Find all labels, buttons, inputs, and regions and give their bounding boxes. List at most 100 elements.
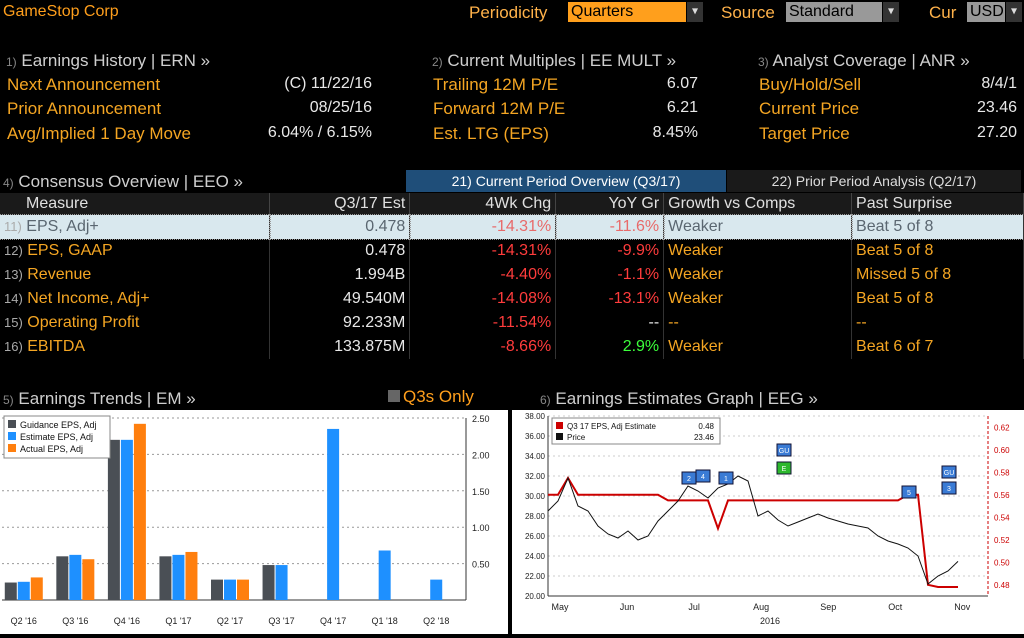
4wk-chg-cell: -8.66% <box>409 335 557 359</box>
event-marker-label: 4 <box>701 474 705 481</box>
consensus-overview-link[interactable]: 4) Consensus Overview | EEO » <box>3 172 243 192</box>
table-row[interactable]: 15) Operating Profit 92.233M -11.54% -- -- -- <box>0 311 1024 335</box>
left-tick-label: 34.00 <box>525 452 546 461</box>
y-tick-label: 2.00 <box>472 450 490 460</box>
event-marker <box>776 443 792 457</box>
periodicity-select[interactable]: Quarters <box>568 2 686 22</box>
event-marker <box>695 469 711 483</box>
trailing-pe-value: 6.07 <box>666 75 698 92</box>
legend-value: 0.48 <box>698 422 714 431</box>
surprise-cell: -- <box>851 311 1024 335</box>
current-multiples-link[interactable]: 2) Current Multiples | EE MULT » <box>432 51 676 71</box>
earnings-history-title: Earnings History | ERN » <box>21 51 211 70</box>
bar <box>56 556 69 600</box>
measure-name: Net Income, Adj+ <box>27 290 150 307</box>
x-tick-label: Jul <box>688 602 700 612</box>
col-estimate[interactable]: Q3/17 Est <box>269 193 411 215</box>
tab-current-period[interactable]: 21) Current Period Overview (Q3/17) <box>406 170 726 192</box>
tab-prior-period[interactable]: 22) Prior Period Analysis (Q2/17) <box>727 170 1021 192</box>
x-tick-label: Sep <box>820 602 836 612</box>
left-tick-label: 20.00 <box>525 592 546 601</box>
analyst-coverage-link[interactable]: 3) Analyst Coverage | ANR » <box>758 51 970 71</box>
source-dropdown-icon[interactable]: ▼ <box>883 2 899 22</box>
table-row[interactable]: 12) EPS, GAAP 0.478 -14.31% -9.9% Weaker Beat… <box>0 239 1024 263</box>
legend-label: Actual EPS, Adj <box>20 444 83 454</box>
table-row[interactable]: 14) Net Income, Adj+ 49.540M -14.08% -13.1%… <box>0 287 1024 311</box>
surprise-cell: Beat 5 of 8 <box>850 214 1024 240</box>
prior-announcement-value: 08/25/16 <box>309 99 372 116</box>
growth-cell: Weaker <box>663 287 853 311</box>
bar <box>4 582 17 600</box>
event-marker-label: E <box>782 466 787 473</box>
measure-cell[interactable]: 16) EBITDA <box>0 335 271 359</box>
earnings-trends-chart: 0.50 1.00 1.50 2.00 2.50 Q2 '16 Q3 '16 Q4 '16 Q1… <box>0 410 508 634</box>
measure-cell[interactable]: 12) EPS, GAAP <box>0 239 271 263</box>
left-tick-label: 22.00 <box>525 572 546 581</box>
measure-cell[interactable]: 11) EPS, Adj+ <box>0 214 271 240</box>
yoy-cell: -13.1% <box>555 287 665 311</box>
top-bar: GameStop Corp Periodicity Quarters ▼ Sou… <box>0 0 1024 26</box>
right-tick-label: 0.58 <box>994 468 1010 477</box>
x-year-label: 2016 <box>760 616 780 626</box>
growth-cell: -- <box>663 311 853 335</box>
currency-dropdown-icon[interactable]: ▼ <box>1006 2 1022 22</box>
event-marker <box>776 461 792 475</box>
x-tick-label: May <box>551 602 569 612</box>
legend-swatch <box>556 433 563 440</box>
bar <box>327 428 340 600</box>
event-marker-label: 1 <box>724 476 728 483</box>
event-marker-label: GU <box>779 448 790 455</box>
table-row[interactable]: 11) EPS, Adj+ 0.478 -14.31% -11.6% Weaker Bea… <box>0 214 1024 240</box>
col-4wk-chg[interactable]: 4Wk Chg <box>409 193 557 215</box>
left-tick-label: 36.00 <box>525 432 546 441</box>
source-label: Source <box>721 3 775 22</box>
currency-select[interactable]: USD <box>967 2 1005 22</box>
earnings-estimates-link[interactable]: 6) Earnings Estimates Graph | EEG » <box>540 389 818 409</box>
legend-box <box>551 417 721 445</box>
section-number: 2) <box>432 55 443 69</box>
earnings-trends-link[interactable]: 5) Earnings Trends | EM » <box>3 389 196 409</box>
left-tick-label: 28.00 <box>525 512 546 521</box>
yoy-cell: -1.1% <box>555 263 665 287</box>
q3s-only-checkbox[interactable] <box>388 390 400 402</box>
x-tick-label: Nov <box>954 602 971 612</box>
left-tick-label: 30.00 <box>525 492 546 501</box>
current-price-label: Current Price <box>759 99 860 118</box>
event-marker <box>718 471 734 485</box>
y-tick-label: 1.00 <box>472 523 490 533</box>
growth-cell: Weaker <box>663 263 853 287</box>
table-header-row: Measure Q3/17 Est 4Wk Chg YoY Gr Growth … <box>0 193 1024 215</box>
source-select[interactable]: Standard <box>786 2 882 22</box>
col-growth-vs-comps[interactable]: Growth vs Comps <box>663 193 853 215</box>
right-tick-label: 0.50 <box>994 558 1010 567</box>
x-tick-label: Q2 '17 <box>217 616 243 626</box>
y-tick-label: 1.50 <box>472 487 490 497</box>
periodicity-dropdown-icon[interactable]: ▼ <box>687 2 703 22</box>
section-number: 6) <box>540 393 551 407</box>
consensus-table: Measure Q3/17 Est 4Wk Chg YoY Gr Growth … <box>0 193 1024 359</box>
bar <box>133 423 146 600</box>
measure-cell[interactable]: 15) Operating Profit <box>0 311 271 335</box>
col-yoy-gr[interactable]: YoY Gr <box>555 193 665 215</box>
section-number: 3) <box>758 55 769 69</box>
avg-move-value: 6.04% / 6.15% <box>267 124 372 141</box>
right-tick-label: 0.60 <box>994 446 1010 455</box>
measure-cell[interactable]: 14) Net Income, Adj+ <box>0 287 271 311</box>
col-past-surprise[interactable]: Past Surprise <box>851 193 1024 215</box>
right-tick-label: 0.56 <box>994 491 1010 500</box>
bar <box>69 554 82 600</box>
prior-announcement-label: Prior Announcement <box>7 99 162 118</box>
yoy-cell: -11.6% <box>554 214 665 240</box>
bar <box>30 577 43 600</box>
estimate-line <box>548 475 958 588</box>
row-number: 14) <box>4 291 23 306</box>
table-row[interactable]: 16) EBITDA 133.875M -8.66% 2.9% Weaker Beat 6… <box>0 335 1024 359</box>
earnings-history-link[interactable]: 1) Earnings History | ERN » <box>6 51 210 71</box>
target-price-value: 27.20 <box>976 124 1017 141</box>
q3s-only-label[interactable]: Q3s Only <box>403 387 474 406</box>
price-line <box>547 475 959 585</box>
est-ltg-value: 8.45% <box>652 124 698 141</box>
measure-cell[interactable]: 13) Revenue <box>0 263 271 287</box>
col-measure[interactable]: Measure <box>0 193 271 215</box>
table-row[interactable]: 13) Revenue 1.994B -4.40% -1.1% Weaker Missed… <box>0 263 1024 287</box>
